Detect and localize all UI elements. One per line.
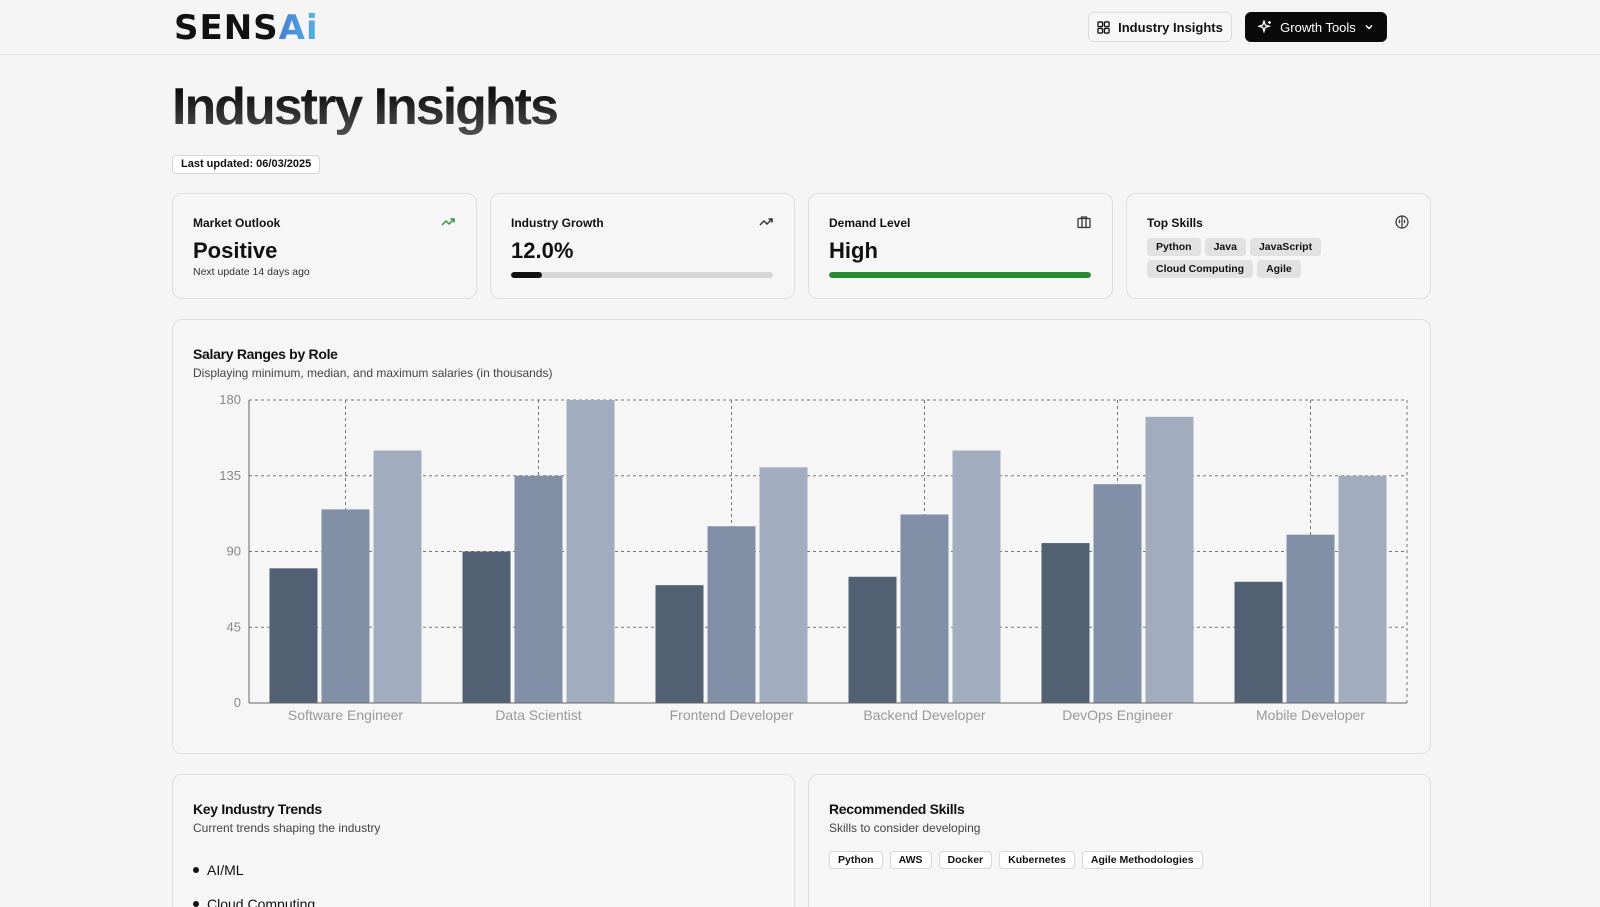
recommended-skills-title: Recommended Skills [829, 801, 965, 817]
market-outlook-value: Positive [193, 238, 278, 263]
salary-bar [373, 450, 422, 703]
salary-bar [1145, 416, 1194, 703]
briefcase-icon [1077, 216, 1091, 229]
salary-chart-title: Salary Ranges by Role [193, 346, 338, 362]
demand-level-label: Demand Level [829, 216, 911, 230]
demand-level-progress [829, 272, 1091, 278]
industry-insights-button-label: Industry Insights [1118, 19, 1223, 35]
demand-level-card: Demand Level High [808, 193, 1113, 299]
market-outlook-card: Market Outlook Positive Next update 14 d… [172, 193, 477, 299]
salary-bar [1338, 475, 1387, 703]
recommended-skills-list: Python AWS Docker Kubernetes Agile Metho… [829, 851, 1203, 869]
x-tick-label: Frontend Developer [670, 707, 794, 723]
y-tick-label: 180 [219, 392, 241, 407]
y-tick-label: 135 [219, 468, 241, 483]
salary-bar [566, 400, 615, 703]
brain-icon [1395, 215, 1409, 229]
top-navigation-bar: SENSAi Industry Insights Growth Tools [0, 0, 1600, 55]
grid-icon [1097, 20, 1110, 34]
trends-list: AI/ML Cloud Computing [193, 853, 315, 907]
logo-main-text: SENS [174, 8, 279, 48]
recommended-skill-chip: Python [829, 851, 883, 869]
salary-bar-chart: 0 45 90 135 180 Software Engineer Data Scienti… [219, 392, 1408, 723]
page-title: Industry Insights [172, 72, 559, 142]
industry-growth-progress-fill [511, 272, 543, 278]
salary-bar [900, 514, 949, 703]
skill-chip: Agile [1257, 260, 1301, 278]
salary-chart-description: Displaying minimum, median, and maximum … [193, 366, 553, 380]
recommended-skill-chip: Agile Methodologies [1081, 851, 1203, 869]
sensai-logo[interactable]: SENSAi [174, 8, 319, 48]
recommended-skills-card: Recommended Skills Skills to consider de… [808, 774, 1431, 907]
salary-bar [848, 576, 897, 703]
industry-insights-button[interactable]: Industry Insights [1088, 12, 1232, 42]
salary-bar [952, 450, 1001, 703]
skill-chip: Java [1204, 238, 1246, 256]
key-trends-title: Key Industry Trends [193, 801, 322, 817]
x-tick-label: Mobile Developer [1256, 707, 1365, 723]
growth-tools-button-label: Growth Tools [1280, 19, 1356, 35]
trend-item: AI/ML [193, 853, 315, 887]
demand-level-progress-fill [829, 272, 1091, 278]
salary-bar [269, 568, 318, 703]
sparkles-icon [1258, 20, 1272, 34]
industry-growth-progress [511, 272, 773, 278]
salary-bar [655, 585, 704, 703]
key-trends-card: Key Industry Trends Current trends shapi… [172, 774, 795, 907]
salary-bar [1234, 581, 1283, 703]
industry-growth-value: 12.0% [511, 238, 574, 263]
skill-chip: JavaScript [1249, 238, 1322, 256]
salary-ranges-card: Salary Ranges by Role Displaying minimum… [172, 319, 1431, 754]
next-update-text: Next update 14 days ago [193, 266, 310, 278]
salary-bar [759, 467, 808, 703]
salary-bar [321, 509, 370, 703]
recommended-skill-chip: Docker [938, 851, 993, 869]
salary-bar [1286, 534, 1335, 703]
x-tick-label: Data Scientist [495, 707, 581, 723]
trending-up-icon [759, 218, 773, 226]
growth-tools-button[interactable]: Growth Tools [1245, 12, 1387, 42]
salary-bar [462, 551, 511, 703]
salary-bar [1041, 543, 1090, 703]
x-tick-label: DevOps Engineer [1062, 707, 1173, 723]
top-skills-label: Top Skills [1147, 216, 1203, 230]
demand-level-value: High [829, 238, 878, 263]
y-tick-label: 90 [227, 544, 241, 559]
trend-item: Cloud Computing [193, 887, 315, 907]
skill-chip: Python [1147, 238, 1201, 256]
salary-bar [707, 526, 756, 703]
y-tick-label: 45 [227, 619, 241, 634]
logo-accent-text: Ai [278, 8, 319, 48]
top-skills-card: Top Skills Python Java JavaScript Cloud … [1126, 193, 1431, 299]
salary-bar [514, 475, 563, 703]
skill-chip: Cloud Computing [1147, 260, 1254, 278]
recommended-skill-chip: AWS [889, 851, 932, 869]
x-tick-label: Backend Developer [863, 707, 986, 723]
industry-growth-card: Industry Growth 12.0% [490, 193, 795, 299]
trending-up-icon [441, 218, 455, 226]
salary-bar [1093, 484, 1142, 703]
chevron-down-icon [1365, 24, 1373, 30]
industry-growth-label: Industry Growth [511, 216, 604, 230]
market-outlook-label: Market Outlook [193, 216, 281, 230]
x-tick-label: Software Engineer [288, 707, 404, 723]
top-skills-list: Python Java JavaScript Cloud Computing A… [1147, 238, 1407, 278]
recommended-skill-chip: Kubernetes [999, 851, 1075, 869]
key-trends-description: Current trends shaping the industry [193, 821, 381, 835]
y-tick-label: 0 [234, 695, 241, 710]
last-updated-badge: Last updated: 06/03/2025 [172, 155, 321, 174]
recommended-skills-description: Skills to consider developing [829, 821, 981, 835]
